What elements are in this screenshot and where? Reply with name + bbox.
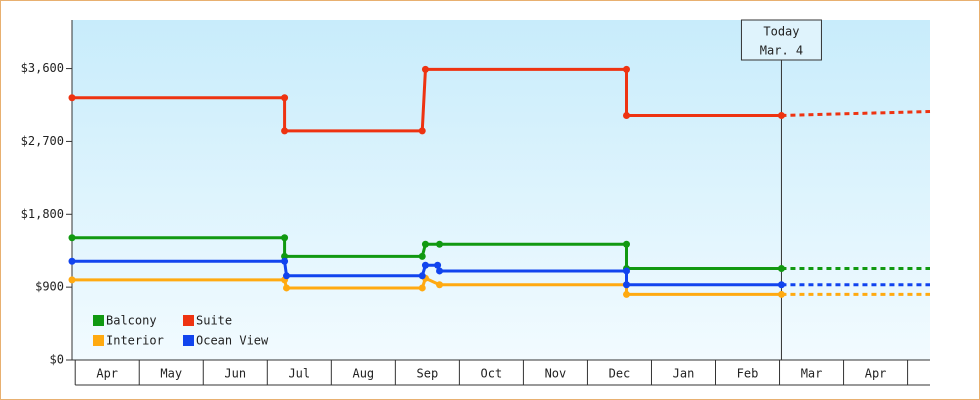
point bbox=[421, 261, 429, 269]
y-tick-label: $0 bbox=[50, 353, 64, 367]
point bbox=[281, 127, 289, 135]
legend-label: Balcony bbox=[106, 314, 157, 328]
point bbox=[281, 252, 289, 260]
x-tick-label: Feb bbox=[737, 367, 759, 381]
point bbox=[418, 127, 426, 135]
point bbox=[434, 261, 442, 269]
point bbox=[283, 284, 290, 292]
today-label: Today bbox=[763, 25, 799, 39]
point bbox=[68, 234, 76, 242]
y-tick-label: $900 bbox=[35, 280, 64, 294]
point bbox=[421, 240, 429, 248]
point bbox=[622, 267, 630, 275]
lines-group: Balcony Suite Interior Ocean View bbox=[68, 65, 931, 348]
x-tick-label: Nov bbox=[545, 367, 567, 381]
point bbox=[777, 112, 785, 120]
point bbox=[281, 94, 289, 102]
x-tick-label: Jun bbox=[224, 367, 246, 381]
point bbox=[418, 252, 426, 260]
legend-swatch bbox=[183, 315, 194, 326]
point bbox=[281, 234, 289, 242]
point bbox=[68, 94, 76, 102]
point bbox=[622, 65, 630, 73]
point bbox=[777, 290, 785, 298]
point bbox=[622, 112, 630, 120]
legend-swatch bbox=[93, 315, 104, 326]
x-tick-label: Mar bbox=[801, 367, 823, 381]
point bbox=[436, 267, 444, 275]
x-tick-label: Sep bbox=[417, 367, 439, 381]
y-tick-label: $1,800 bbox=[21, 207, 64, 221]
x-tick-label: Jul bbox=[288, 367, 310, 381]
x-tick-label: May bbox=[160, 367, 182, 381]
x-tick-label: Apr bbox=[865, 367, 887, 381]
y-tick-label: $3,600 bbox=[21, 61, 64, 75]
point bbox=[622, 240, 630, 248]
point bbox=[436, 281, 444, 289]
point bbox=[421, 65, 429, 73]
x-tick-label: Aug bbox=[352, 367, 374, 381]
y-tick-label: $2,700 bbox=[21, 134, 64, 148]
legend-swatch bbox=[183, 335, 194, 346]
point bbox=[68, 276, 76, 284]
legend-label: Ocean View bbox=[196, 334, 269, 348]
today-box bbox=[740, 19, 822, 61]
today-label: Mar. 4 bbox=[760, 44, 803, 58]
point bbox=[418, 284, 426, 292]
legend-label: Interior bbox=[106, 334, 164, 348]
plot-area bbox=[72, 20, 930, 360]
x-tick-label: Oct bbox=[481, 367, 503, 381]
point bbox=[283, 272, 290, 280]
x-tick-label: Jan bbox=[673, 367, 695, 381]
grid-group: $0 $900 $1,800 $2,700 $3,600 Apr May Jun Jul Aug S… bbox=[21, 19, 930, 386]
point bbox=[622, 281, 630, 289]
point bbox=[777, 281, 785, 289]
legend-label: Suite bbox=[196, 314, 232, 328]
series-line bbox=[72, 259, 782, 287]
x-tick-label: Apr bbox=[96, 367, 118, 381]
x-tick-label: Dec bbox=[609, 367, 631, 381]
point bbox=[436, 240, 444, 248]
point bbox=[777, 265, 785, 273]
point bbox=[622, 290, 630, 298]
point bbox=[418, 272, 426, 280]
series-line bbox=[72, 67, 782, 133]
point bbox=[68, 257, 76, 265]
forecast-line bbox=[781, 109, 931, 118]
legend-swatch bbox=[93, 335, 104, 346]
point bbox=[281, 257, 289, 265]
